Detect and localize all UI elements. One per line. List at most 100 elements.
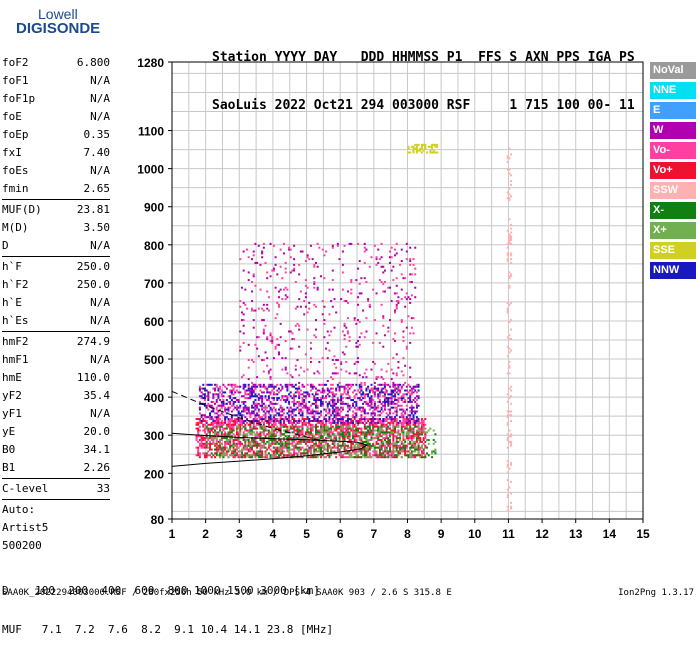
echo-point [234, 397, 237, 400]
echo-point [358, 408, 361, 411]
echo-point [348, 387, 351, 390]
echo-point [286, 427, 289, 430]
echo-point [289, 427, 292, 430]
echo-point [506, 446, 509, 449]
echo-point [229, 448, 232, 451]
echo-point [410, 326, 413, 329]
echo-point [402, 395, 405, 398]
echo-point [309, 357, 312, 360]
echo-point [346, 389, 349, 392]
echo-point [323, 336, 326, 339]
echo-point [326, 404, 329, 407]
echo-point [405, 393, 408, 396]
echo-point [229, 400, 232, 403]
echo-point [232, 408, 235, 411]
echo-point [358, 448, 361, 451]
echo-point [353, 418, 356, 421]
echo-point [345, 414, 348, 417]
echo-point [230, 452, 233, 455]
echo-point [506, 494, 509, 497]
param-value: 250.0 [76, 278, 110, 291]
echo-point [286, 395, 289, 398]
echo-point [259, 435, 262, 438]
echo-point [335, 311, 338, 314]
echo-point [244, 288, 247, 291]
echo-point [357, 446, 360, 449]
echo-point [380, 376, 383, 379]
echo-point [271, 440, 274, 443]
echo-point [240, 421, 243, 424]
echo-point [400, 370, 403, 373]
echo-point [266, 419, 269, 422]
echo-point [284, 446, 287, 449]
echo-point [232, 387, 235, 390]
echo-point [316, 431, 319, 434]
echo-point [316, 421, 319, 424]
echo-point [382, 429, 385, 432]
echo-point [249, 442, 252, 445]
echo-point [269, 418, 272, 421]
echo-point [198, 408, 201, 411]
echo-point [207, 431, 210, 434]
echo-point [367, 440, 370, 443]
echo-point [225, 425, 228, 428]
echo-point [404, 450, 407, 453]
echo-point [363, 427, 366, 430]
echo-point [434, 440, 437, 443]
echo-point [407, 427, 410, 430]
echo-point [261, 404, 264, 407]
echo-point [320, 442, 323, 445]
echo-point [383, 444, 386, 447]
echo-point [247, 378, 250, 381]
echo-point [382, 444, 385, 447]
echo-point [405, 298, 408, 301]
echo-point [269, 340, 272, 343]
echo-point [346, 425, 349, 428]
echo-point [272, 418, 275, 421]
echo-point [405, 446, 408, 449]
echo-point [242, 269, 245, 272]
echo-point [247, 410, 250, 413]
echo-point [214, 416, 217, 419]
echo-point [279, 440, 282, 443]
echo-point [313, 303, 316, 306]
echo-point [409, 414, 412, 417]
echo-point [252, 273, 255, 276]
echo-point [203, 416, 206, 419]
y-tick-label: 500 [144, 353, 164, 367]
echo-point [388, 412, 391, 415]
echo-point [506, 393, 509, 396]
echo-point [224, 437, 227, 440]
echo-point [326, 442, 329, 445]
echo-point [325, 418, 328, 421]
echo-point [246, 433, 249, 436]
echo-point [271, 383, 274, 386]
echo-point [266, 290, 269, 293]
echo-point [296, 421, 299, 424]
echo-point [318, 437, 321, 440]
echo-point [414, 389, 417, 392]
echo-point [363, 410, 366, 413]
echo-point [261, 416, 264, 419]
echo-point [407, 296, 410, 299]
echo-point [395, 412, 398, 415]
echo-point [298, 391, 301, 394]
echo-point [215, 427, 218, 430]
echo-point [207, 404, 210, 407]
echo-point [276, 431, 279, 434]
y-tick-label: 700 [144, 277, 164, 291]
echo-point [291, 440, 294, 443]
echo-point [380, 452, 383, 455]
echo-point [256, 435, 259, 438]
echo-point [432, 439, 435, 442]
echo-point [240, 419, 243, 422]
echo-point [326, 431, 329, 434]
echo-point [395, 421, 398, 424]
echo-point [338, 425, 341, 428]
echo-point [383, 406, 386, 409]
echo-point [506, 155, 509, 158]
echo-point [205, 452, 208, 455]
echo-point [262, 446, 265, 449]
echo-point [387, 400, 390, 403]
echo-point [367, 446, 370, 449]
